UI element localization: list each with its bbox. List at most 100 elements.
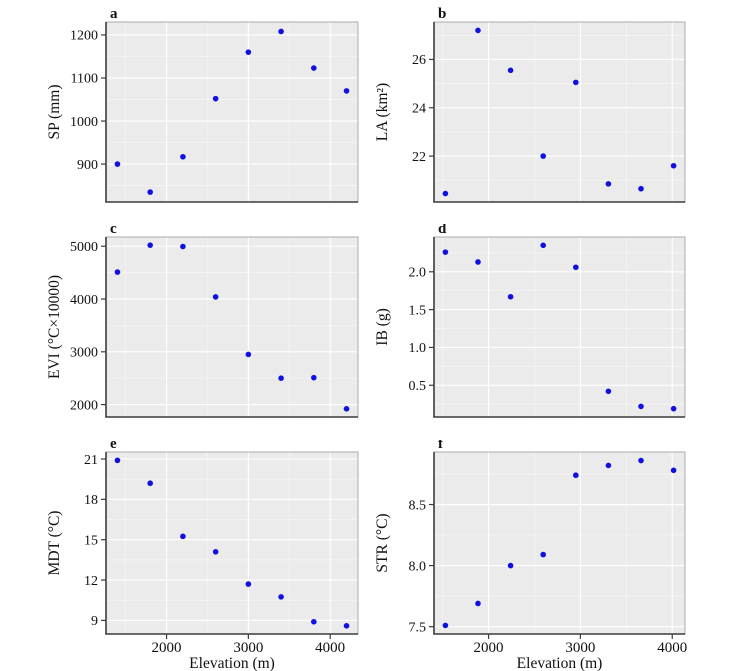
panel-e-chart: 9 12 15 18 21 2000 3000 4000 Elevation (m) MDT (°… [46,440,359,671]
data-point [245,351,252,358]
data-point [180,153,186,160]
data-point [573,264,579,271]
panel-b-chart: 22 24 26 LA (km²) b [375,6,686,203]
panel-letter: a [110,6,118,22]
data-point [638,457,644,464]
plot-area [434,452,685,634]
y-tick-label: 900 [77,158,98,173]
data-point [442,622,449,629]
x-tick-label: 4000 [315,640,345,656]
data-point [343,406,350,412]
y-tick-label: 1000 [70,115,98,130]
plot-area [434,237,685,417]
panel-letter: d [438,224,447,237]
data-point [114,269,121,275]
y-tick-label: 1.5 [409,303,427,318]
y-tick-label: 7.5 [409,620,427,635]
data-point [573,472,579,479]
data-point [278,594,284,600]
data-point [670,405,677,412]
data-point [147,189,153,195]
panel-d-chart: 0.5 1.0 1.5 2.0 IB (g) d [375,224,686,418]
panel-letter: c [110,224,117,237]
y-tick-label: 12 [84,574,98,589]
data-point [245,581,252,587]
data-point [442,190,449,197]
panel-letter: e [110,440,117,452]
data-point [475,27,481,34]
panel-letter: f [438,440,444,452]
x-axis-title: Elevation (m) [189,655,275,671]
data-point [605,462,612,469]
data-point [507,562,514,569]
y-axis-title: MDT (°C) [46,511,63,576]
data-point [278,28,284,35]
y-tick-label: 8.0 [409,559,427,574]
data-point [212,549,219,555]
data-point [147,480,153,487]
y-tick-label: 26 [412,53,426,68]
data-point [475,259,481,265]
data-point [540,153,546,159]
data-point [278,375,284,382]
plot-area [434,22,685,202]
y-axis-title: EVI (°C×10000) [46,275,63,379]
data-point [442,249,449,255]
panel-a-chart: 900 1000 1100 1200 SP (mm) a [46,6,359,203]
y-tick-label: 2000 [70,398,98,413]
panel-c-chart: 2000 3000 4000 5000 EVI (°C×10000) c [46,224,359,418]
data-point [212,95,219,102]
data-point [180,533,186,540]
y-tick-label: 1.0 [409,341,427,356]
y-tick-label: 18 [84,493,98,508]
plot-area [106,22,358,202]
x-tick-label: 2000 [152,640,182,656]
data-point [114,457,121,464]
data-point [311,65,317,71]
x-axis-title: Elevation (m) [517,655,603,671]
data-point [573,79,579,86]
y-tick-label: 21 [84,453,98,468]
data-point [605,181,612,187]
data-point [670,162,677,169]
y-axis-title: LA (km²) [375,83,391,141]
panel-f-chart: 7.5 8.0 8.5 2000 3000 4000 Elevation (m) STR (°… [375,440,687,671]
y-tick-label: 3000 [70,346,98,361]
x-tick-label: 4000 [657,640,687,656]
y-axis-title: SP (mm) [46,85,63,140]
y-tick-label: 5000 [70,240,98,255]
data-point [540,242,546,249]
data-point [507,293,514,300]
data-point [212,294,219,300]
y-tick-label: 1200 [70,29,98,44]
y-tick-label: 9 [91,614,98,629]
data-point [638,185,644,192]
x-tick-label: 2000 [474,640,504,656]
data-point [343,88,350,94]
y-axis-title: IB (g) [375,308,391,345]
y-tick-label: 24 [412,102,426,117]
y-tick-label: 0.5 [409,379,427,394]
data-point [311,618,317,625]
y-tick-label: 4000 [70,293,98,308]
y-tick-label: 15 [84,533,98,548]
y-tick-label: 8.5 [409,498,427,513]
plot-area [106,237,358,417]
data-point [475,600,481,607]
data-point [507,67,514,74]
data-point [605,388,612,395]
data-point [114,161,121,167]
data-point [147,242,153,248]
data-point [245,49,252,55]
y-tick-label: 2.0 [409,266,427,281]
data-point [180,243,186,250]
panel-letter: b [438,6,446,22]
data-point [343,622,350,629]
data-point [311,374,317,381]
data-point [540,551,546,558]
x-tick-label: 3000 [233,640,263,656]
y-axis-title: STR (°C) [375,513,391,572]
data-point [638,403,644,410]
y-tick-label: 22 [412,150,426,165]
